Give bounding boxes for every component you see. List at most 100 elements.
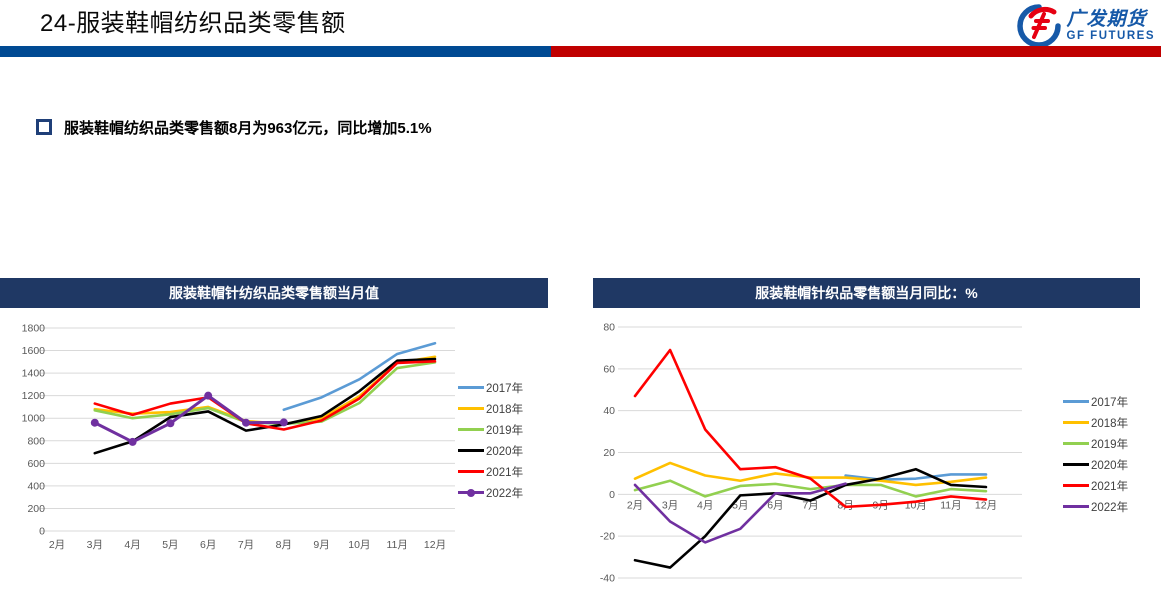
x-axis-tick-label: 11月 [386, 539, 407, 551]
series-marker-2022年 [204, 391, 213, 400]
logo-en-text: GF FUTURES [1066, 29, 1155, 42]
y-axis-tick-label: 200 [27, 503, 45, 515]
gf-futures-logo-icon [1016, 4, 1061, 48]
series-line-2019年 [633, 479, 988, 498]
y-axis-tick-label: 1000 [22, 413, 46, 425]
divider-red-segment [551, 46, 1161, 57]
legend-line-swatch [458, 428, 484, 431]
series-marker-2022年 [166, 419, 175, 428]
x-axis-tick-label: 5月 [732, 499, 748, 511]
legend-item: 2021年 [458, 461, 523, 482]
left-chart-title: 服装鞋帽针纺织品类零售额当月值 [0, 278, 548, 308]
series-line-2020年 [633, 467, 988, 569]
y-axis-tick-label: -20 [600, 531, 615, 543]
legend-item: 2020年 [458, 440, 523, 461]
legend-label: 2018年 [486, 403, 524, 416]
x-axis-tick-label: 7月 [802, 499, 818, 511]
legend-item: 2019年 [1063, 433, 1128, 454]
legend-item: 2020年 [1063, 454, 1128, 475]
x-axis-tick-label: 2月 [627, 499, 643, 511]
legend-label: 2021年 [486, 466, 524, 479]
legend-line-swatch [1063, 421, 1089, 424]
x-axis-tick-label: 12月 [424, 539, 446, 551]
legend-label: 2018年 [1091, 417, 1129, 430]
legend-line-swatch [1063, 484, 1089, 487]
legend-item: 2018年 [458, 398, 523, 419]
y-axis-tick-label: 800 [27, 435, 45, 447]
legend-label: 2017年 [1091, 396, 1129, 409]
bullet-row: 服装鞋帽纺织品类零售额8月为963亿元，同比增加5.1% [36, 117, 432, 138]
y-axis-tick-label: 1200 [22, 390, 46, 402]
series-marker-2022年 [128, 437, 137, 446]
right-chart-title: 服装鞋帽针织品零售额当月同比：% [593, 278, 1140, 308]
bullet-square-icon [36, 119, 52, 135]
series-line-2022年 [633, 482, 847, 544]
legend-marker-dot [467, 488, 475, 497]
legend-line-swatch [458, 470, 484, 473]
x-axis-tick-label: 3月 [662, 499, 678, 511]
y-axis-tick-label: 0 [609, 489, 615, 501]
x-axis-tick-label: 5月 [162, 539, 178, 551]
y-axis-tick-label: 1600 [22, 345, 46, 357]
legend-line-swatch [458, 407, 484, 410]
bullet-text: 服装鞋帽纺织品类零售额8月为963亿元，同比增加5.1% [64, 120, 432, 137]
title-divider [0, 46, 1161, 57]
legend-label: 2021年 [1091, 480, 1129, 493]
legend-line-swatch [1063, 505, 1089, 508]
series-marker-2022年 [279, 418, 288, 427]
legend-item: 2017年 [1063, 391, 1128, 412]
series-line-2021年 [633, 348, 988, 509]
series-line-2018年 [633, 461, 988, 487]
x-axis-tick-label: 2月 [49, 539, 65, 551]
legend-line-swatch [1063, 442, 1089, 445]
series-line-2017年 [282, 341, 437, 412]
legend-item: 2021年 [1063, 475, 1128, 496]
x-axis-tick-label: 9月 [313, 539, 329, 551]
y-axis-tick-label: 80 [603, 322, 615, 334]
legend-item: 2022年 [458, 482, 523, 503]
legend-line-swatch [458, 449, 484, 452]
x-axis-tick-label: 6月 [767, 499, 783, 511]
series-marker-2022年 [242, 418, 250, 427]
legend-line-swatch [1063, 400, 1089, 403]
divider-blue-segment [0, 46, 551, 57]
legend-label: 2017年 [486, 382, 524, 395]
series-line-2021年 [93, 359, 437, 431]
y-axis-tick-label: -40 [600, 573, 615, 585]
y-axis-tick-label: 1400 [22, 368, 46, 380]
legend-item: 2019年 [458, 419, 523, 440]
logo-cn-text: 广发期货 [1066, 8, 1147, 30]
y-axis-tick-label: 60 [603, 363, 615, 375]
left-chart: 0 200 400 600 800 1000 1200 1400 1600 1800 2月 3月 4月 5… [22, 323, 455, 551]
legend-label: 2020年 [486, 445, 524, 458]
legend-line-swatch [1063, 463, 1089, 466]
left-chart-legend: 2017年 2018年 2019年 2020年 2021年 2022年 [458, 377, 523, 503]
x-axis-tick-label: 12月 [975, 499, 997, 511]
legend-item: 2022年 [1063, 496, 1128, 517]
x-axis-tick-label: 10月 [348, 539, 370, 551]
series-line-2022年 [93, 394, 286, 444]
legend-label: 2020年 [1091, 459, 1129, 472]
page-title: 24-服装鞋帽纺织品类零售额 [40, 10, 346, 37]
series-line-2018年 [93, 355, 437, 426]
y-axis-tick-label: 600 [27, 458, 45, 470]
x-axis-tick-label: 11月 [940, 499, 961, 511]
x-axis-tick-label: 8月 [276, 539, 292, 551]
legend-line-swatch [458, 488, 484, 497]
legend-line-swatch [458, 386, 484, 389]
y-axis-tick-label: 20 [603, 447, 615, 459]
right-chart-legend: 2017年 2018年 2019年 2020年 2021年 2022年 [1063, 391, 1128, 517]
series-line-2017年 [844, 473, 988, 481]
legend-label: 2022年 [486, 487, 524, 500]
y-axis-tick-label: 0 [39, 526, 45, 538]
x-axis-tick-label: 4月 [697, 499, 713, 511]
series-marker-2022年 [90, 418, 99, 427]
legend-item: 2018年 [1063, 412, 1128, 433]
x-axis-tick-label: 4月 [124, 539, 140, 551]
legend-item: 2017年 [458, 377, 523, 398]
y-axis-tick-label: 40 [603, 405, 615, 417]
gf-futures-logo: 广发期货 GF FUTURES [1016, 4, 1155, 48]
legend-label: 2022年 [1091, 501, 1129, 514]
legend-label: 2019年 [486, 424, 524, 437]
